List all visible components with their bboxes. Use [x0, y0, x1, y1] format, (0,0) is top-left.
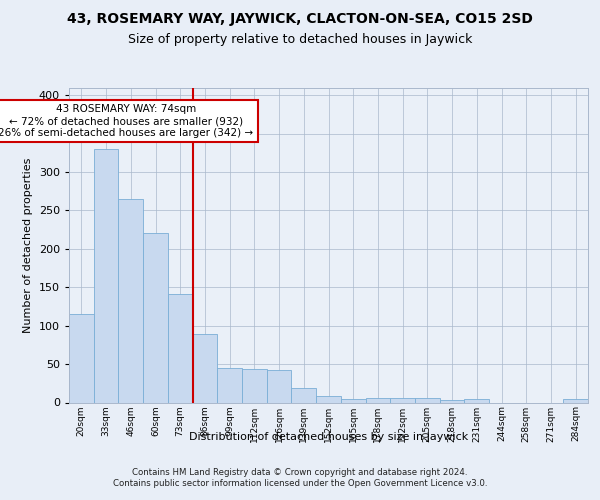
Bar — [217, 368, 242, 402]
Y-axis label: Number of detached properties: Number of detached properties — [23, 158, 33, 332]
Text: Size of property relative to detached houses in Jaywick: Size of property relative to detached ho… — [128, 32, 472, 46]
Bar — [341, 398, 365, 402]
Text: Distribution of detached houses by size in Jaywick: Distribution of detached houses by size … — [189, 432, 469, 442]
Bar — [440, 400, 464, 402]
Bar — [316, 396, 341, 402]
Bar — [193, 334, 217, 402]
Bar — [118, 199, 143, 402]
Text: 43 ROSEMARY WAY: 74sqm
← 72% of detached houses are smaller (932)
26% of semi-de: 43 ROSEMARY WAY: 74sqm ← 72% of detached… — [0, 104, 253, 138]
Bar — [69, 314, 94, 402]
Bar — [464, 400, 489, 402]
Bar — [292, 388, 316, 402]
Text: 43, ROSEMARY WAY, JAYWICK, CLACTON-ON-SEA, CO15 2SD: 43, ROSEMARY WAY, JAYWICK, CLACTON-ON-SE… — [67, 12, 533, 26]
Bar — [168, 294, 193, 403]
Bar — [242, 370, 267, 402]
Bar — [390, 398, 415, 402]
Bar — [415, 398, 440, 402]
Bar — [143, 234, 168, 402]
Text: Contains HM Land Registry data © Crown copyright and database right 2024.
Contai: Contains HM Land Registry data © Crown c… — [113, 468, 487, 487]
Bar — [563, 400, 588, 402]
Bar — [365, 398, 390, 402]
Bar — [94, 149, 118, 403]
Bar — [267, 370, 292, 402]
